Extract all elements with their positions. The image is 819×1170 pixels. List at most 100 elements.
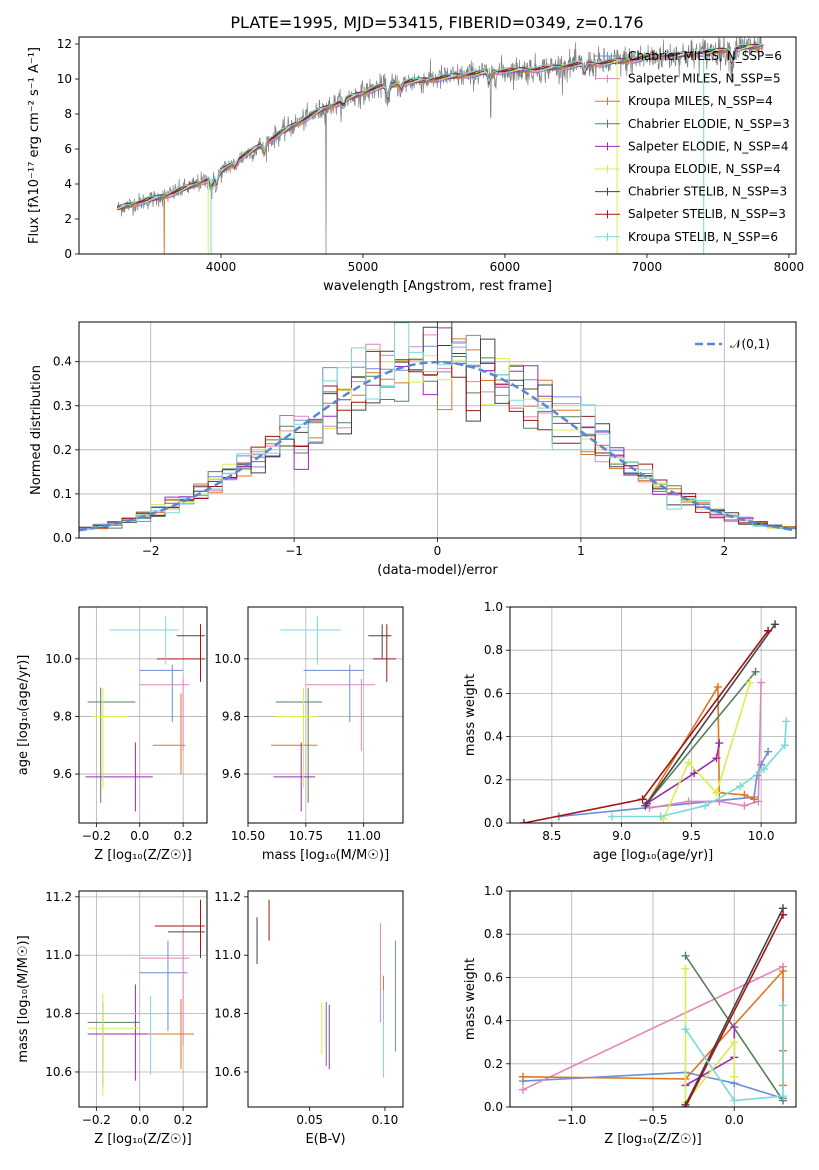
weight-point-7: [764, 626, 773, 635]
weight-point-5: [730, 1072, 739, 1081]
y-tick-label: 0: [64, 247, 72, 261]
weight-point-7: [519, 819, 528, 823]
weight-point-8: [779, 1092, 787, 1101]
weight-point-3: [751, 667, 760, 676]
histogram-8: [79, 322, 796, 530]
x-tick-label: 8000: [774, 260, 805, 274]
weight-point-1: [740, 801, 749, 810]
weight-point-4: [690, 769, 699, 778]
model-line-7: [117, 43, 764, 207]
legend-label-0: Chabrier MILES, N_SSP=6: [628, 49, 782, 63]
y-tick-label: 11.2: [45, 890, 72, 904]
weight-line-3: [646, 671, 757, 805]
y-tick-label: 0.6: [484, 970, 503, 984]
legend-label-4: Salpeter ELODIE, N_SSP=4: [628, 139, 789, 153]
legend-label-2: Kroupa MILES, N_SSP=4: [628, 94, 773, 108]
y-tick-label: 0.2: [53, 443, 72, 457]
data-spectrum-line: [116, 37, 764, 254]
y-tick-label: 1.0: [484, 600, 503, 614]
weight-line-8: [684, 1005, 784, 1102]
y-tick-label: 11.2: [214, 890, 241, 904]
model-line-3: [117, 44, 764, 210]
weight-point-0: [764, 747, 773, 756]
weight-point-1: [754, 797, 763, 806]
weight-point-4: [715, 739, 724, 748]
weight-point-8: [759, 765, 768, 773]
weight-point-8: [681, 1025, 690, 1034]
y-tick-label: 0.4: [484, 1014, 503, 1028]
x-tick-label: 9.0: [612, 829, 631, 843]
legend-label-1: Salpeter MILES, N_SSP=5: [628, 72, 781, 86]
x-tick-label: 11.00: [346, 829, 380, 843]
weight-line-5: [662, 682, 751, 820]
plot-area: [256, 899, 396, 1078]
weight-point-5: [745, 678, 754, 687]
weight-point-5: [712, 788, 721, 797]
weight-point-8: [780, 741, 789, 750]
x-axis-label: age [log₁₀(age/yr)]: [593, 848, 714, 863]
y-axis-label: Normed distribution: [29, 365, 44, 495]
weight-point-8: [779, 1001, 787, 1010]
y-tick-label: 0.4: [484, 730, 503, 744]
plot-area: [87, 899, 205, 1096]
plot-area: [519, 620, 791, 823]
axes-frame: [509, 606, 797, 824]
y-tick-label: 0.8: [484, 643, 503, 657]
y-tick-label: 9.6: [222, 767, 241, 781]
weight-point-7: [681, 1103, 690, 1107]
weight-line-1: [649, 682, 762, 809]
y-tick-label: 0.4: [53, 355, 72, 369]
weight-point-1: [684, 797, 693, 806]
weight-point-5: [730, 1038, 739, 1047]
x-tick-label: 7000: [632, 260, 663, 274]
y-tick-label: 2: [64, 212, 72, 226]
weight-point-8: [701, 801, 710, 810]
x-axis-label: Z [log₁₀(Z/Z☉)]: [604, 1132, 701, 1147]
panel-mass-weight-vs-age: 8.5 9.0 9.5 10.0 0.0 0.2 0.4 0.6 0.8 1.0 age [log₁…: [463, 600, 797, 863]
legend-label-5: Kroupa ELODIE, N_SSP=4: [628, 162, 781, 176]
axes-frame: [78, 36, 797, 255]
x-tick-label: 10.0: [748, 829, 775, 843]
weight-point-6: [771, 620, 780, 629]
weight-point-4: [730, 1023, 739, 1032]
y-axis-label: mass weight: [463, 674, 478, 756]
weight-point-8: [656, 812, 665, 821]
x-tick-label: −2: [142, 544, 160, 558]
x-tick-label: 0.0: [130, 1113, 149, 1127]
legend-label-7: Salpeter STELIB, N_SSP=3: [628, 207, 786, 221]
y-tick-label: 0.1: [53, 487, 72, 501]
legend-label-3: Chabrier ELODIE, N_SSP=3: [628, 117, 790, 131]
y-tick-label: 10.6: [214, 1065, 241, 1079]
x-tick-label: 0.05: [296, 1113, 323, 1127]
panel-age-vs-mass: 10.50 10.75 11.00 9.6 9.8 10.0 mass [log₁₀(M/M…: [214, 606, 404, 863]
x-tick-label: 2: [720, 544, 728, 558]
x-tick-label: −0.2: [82, 829, 111, 843]
weight-point-2: [779, 966, 787, 975]
weight-line-7: [684, 914, 784, 1107]
legend-label-6: Chabrier STELIB, N_SSP=3: [628, 185, 787, 199]
x-tick-label: 8.5: [542, 829, 561, 843]
x-axis-label: mass [log₁₀(M/M☉)]: [262, 848, 389, 863]
weight-point-7: [638, 795, 647, 804]
x-tick-label: 0.2: [174, 829, 193, 843]
panel-mass-vs-Z: −0.2 0.0 0.2 10.6 10.8 11.0 11.2 Z [log₁₀(Z/Z☉)…: [16, 890, 208, 1147]
y-tick-label: 10.8: [214, 1007, 241, 1021]
weight-point-5: [681, 964, 690, 973]
weight-point-5: [684, 758, 693, 767]
y-tick-label: 11.0: [214, 948, 241, 962]
weight-line-5: [684, 968, 736, 1105]
axes-frame: [247, 606, 404, 824]
x-tick-label: 0.0: [725, 1113, 744, 1127]
weight-point-2: [519, 1072, 527, 1081]
x-axis-label: (data-model)/error: [377, 563, 498, 578]
y-tick-label: 11.0: [45, 948, 72, 962]
y-tick-label: 10.0: [45, 652, 72, 666]
weight-line-4: [646, 742, 721, 805]
x-tick-label: −1: [285, 544, 303, 558]
weight-point-1: [645, 803, 654, 812]
x-tick-label: 10.75: [289, 829, 323, 843]
y-tick-label: 4: [64, 177, 72, 191]
weight-point-2: [750, 795, 759, 804]
y-tick-label: 0.6: [484, 686, 503, 700]
x-axis-label: E(B-V): [305, 1132, 345, 1147]
